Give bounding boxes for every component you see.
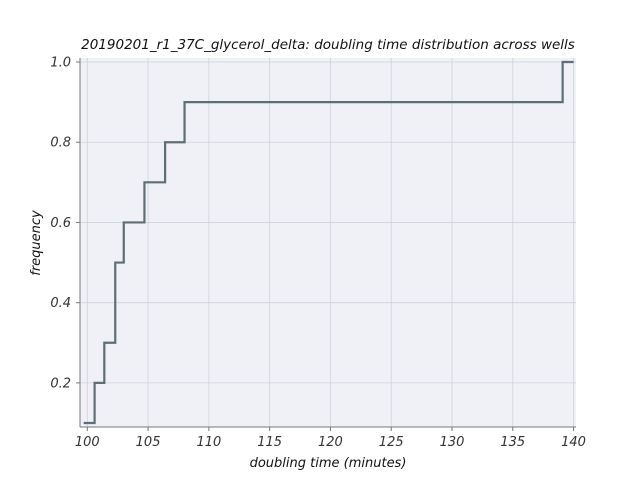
x-tick-label: 110: [196, 435, 221, 450]
x-tick-label: 140: [561, 435, 586, 450]
y-axis-ticks: 0.2 0.4 0.6 0.8 1.0: [50, 56, 80, 391]
y-axis-label: frequency: [29, 210, 44, 276]
y-tick-label: 0.4: [50, 296, 71, 311]
x-tick-label: 120: [318, 435, 343, 450]
series-group: [83, 60, 574, 425]
grid-lines: [80, 58, 576, 427]
x-tick-label: 130: [440, 435, 465, 450]
x-axis-ticks: 100 105 110 115 120 125 130 135 140: [75, 427, 586, 450]
x-tick-label: 125: [379, 435, 404, 450]
axes: [79, 58, 576, 428]
x-tick-label: 135: [500, 435, 525, 450]
chart-title: 20190201_r1_37C_glycerol_delta: doubling…: [81, 37, 575, 53]
y-tick-label: 0.2: [50, 376, 71, 391]
x-tick-label: 100: [75, 435, 100, 450]
y-tick-label: 0.8: [50, 136, 71, 151]
cdf-step-line: [83, 60, 574, 425]
x-tick-label: 105: [136, 435, 161, 450]
x-tick-label: 115: [257, 435, 282, 450]
y-tick-label: 0.6: [50, 216, 71, 231]
y-tick-label: 1.0: [50, 56, 71, 71]
x-axis-label: doubling time (minutes): [250, 456, 407, 471]
plot-area: [80, 58, 576, 427]
